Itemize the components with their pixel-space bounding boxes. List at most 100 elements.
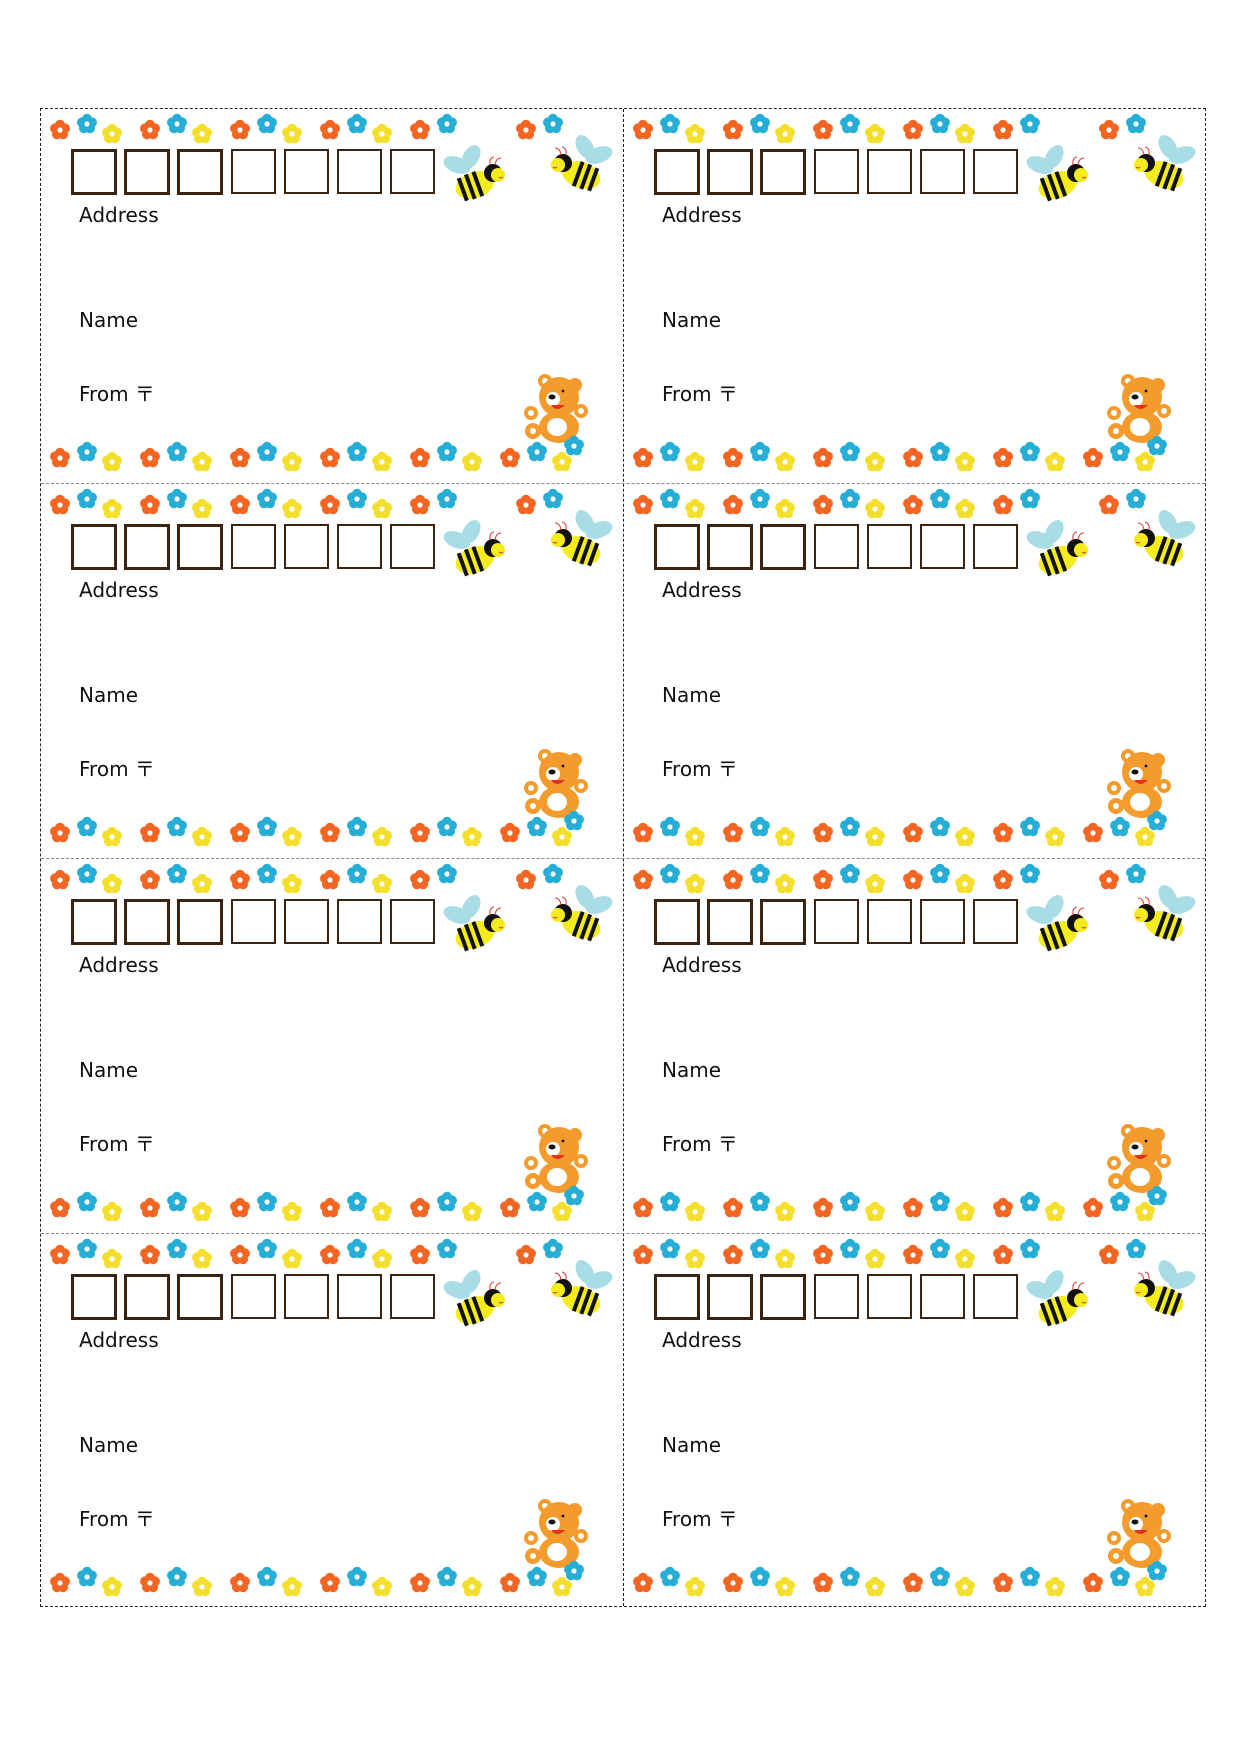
postal-code-box: [867, 524, 912, 569]
address-label: Address: [662, 953, 742, 977]
name-label: Name: [662, 1058, 722, 1082]
flower-icon: [281, 826, 303, 848]
address-label: Address: [79, 578, 159, 602]
from-label: From 〒: [79, 382, 155, 406]
flower-icon: [812, 119, 834, 141]
flower-border-top: [632, 488, 1198, 522]
flower-icon: [515, 1244, 537, 1266]
flower-icon: [409, 447, 431, 469]
flower-icon: [954, 826, 976, 848]
from-label: From 〒: [79, 1507, 155, 1531]
teddy-bear-icon: [519, 746, 593, 820]
name-label: Name: [79, 1433, 139, 1457]
postal-code-box: [284, 524, 329, 569]
label-sheet: Address Name From 〒: [40, 108, 1206, 1607]
flower-icon: [864, 451, 886, 473]
flower-border-top: [632, 1238, 1198, 1272]
flower-icon: [166, 113, 188, 135]
postal-code-box: [231, 1274, 276, 1319]
flower-icon: [101, 1576, 123, 1598]
flower-icon: [992, 119, 1014, 141]
flower-icon: [902, 822, 924, 844]
flower-icon: [632, 447, 654, 469]
from-label: From 〒: [79, 757, 155, 781]
flower-icon: [409, 822, 431, 844]
flower-icon: [139, 494, 161, 516]
flower-icon: [722, 1244, 744, 1266]
postal-code-box: [71, 149, 117, 195]
flower-icon: [684, 1576, 706, 1598]
flower-icon: [281, 123, 303, 145]
flower-icon: [191, 873, 213, 895]
flower-icon: [409, 1244, 431, 1266]
flower-icon: [166, 1191, 188, 1213]
flower-icon: [1125, 1238, 1147, 1260]
flower-icon: [929, 1191, 951, 1213]
flower-icon: [139, 1197, 161, 1219]
flower-border-bottom: [632, 810, 1198, 850]
flower-border-bottom: [49, 1560, 615, 1600]
flower-icon: [902, 1244, 924, 1266]
flower-icon: [101, 123, 123, 145]
postal-code-box: [973, 524, 1018, 569]
flower-icon: [929, 1566, 951, 1588]
postal-code-box: [973, 899, 1018, 944]
flower-icon: [632, 494, 654, 516]
flower-border-top: [49, 113, 615, 147]
flower-icon: [902, 494, 924, 516]
teddy-bear-icon: [1102, 371, 1176, 445]
postal-code-box: [654, 149, 700, 195]
row-divider: [41, 858, 1205, 859]
flower-icon: [1146, 810, 1168, 832]
flower-icon: [139, 119, 161, 141]
flower-icon: [499, 447, 521, 469]
flower-icon: [139, 1572, 161, 1594]
flower-icon: [929, 113, 951, 135]
flower-border-bottom: [49, 435, 615, 475]
flower-icon: [139, 822, 161, 844]
flower-icon: [49, 1572, 71, 1594]
row-divider: [41, 1233, 1205, 1234]
from-label: From 〒: [662, 382, 738, 406]
flower-icon: [954, 123, 976, 145]
postal-code-box: [71, 899, 117, 945]
flower-icon: [1098, 1244, 1120, 1266]
flower-icon: [49, 869, 71, 891]
flower-icon: [551, 1576, 573, 1598]
flower-icon: [101, 451, 123, 473]
flower-icon: [722, 1572, 744, 1594]
postal-code-box: [760, 1274, 806, 1320]
flower-icon: [1019, 863, 1041, 885]
flower-icon: [1044, 1576, 1066, 1598]
flower-icon: [436, 1238, 458, 1260]
flower-icon: [76, 113, 98, 135]
flower-border-top: [49, 863, 615, 897]
flower-icon: [929, 441, 951, 463]
bee-icon: [1130, 1260, 1196, 1320]
flower-icon: [839, 1238, 861, 1260]
flower-icon: [436, 1191, 458, 1213]
flower-icon: [1098, 119, 1120, 141]
flower-icon: [839, 816, 861, 838]
flower-icon: [749, 863, 771, 885]
postal-code-box: [814, 524, 859, 569]
flower-icon: [864, 1576, 886, 1598]
flower-border-bottom: [632, 1185, 1198, 1225]
postal-code-box: [231, 524, 276, 569]
flower-icon: [1082, 822, 1104, 844]
postal-code-box: [337, 149, 382, 194]
flower-icon: [929, 488, 951, 510]
flower-icon: [954, 451, 976, 473]
flower-icon: [346, 441, 368, 463]
flower-icon: [139, 869, 161, 891]
postal-code-box: [707, 1274, 753, 1320]
bee-icon: [1026, 520, 1092, 580]
flower-icon: [409, 119, 431, 141]
flower-icon: [319, 119, 341, 141]
flower-icon: [281, 498, 303, 520]
flower-icon: [499, 822, 521, 844]
bee-icon: [1130, 885, 1196, 945]
flower-icon: [526, 1191, 548, 1213]
flower-icon: [281, 1248, 303, 1270]
flower-icon: [812, 1197, 834, 1219]
